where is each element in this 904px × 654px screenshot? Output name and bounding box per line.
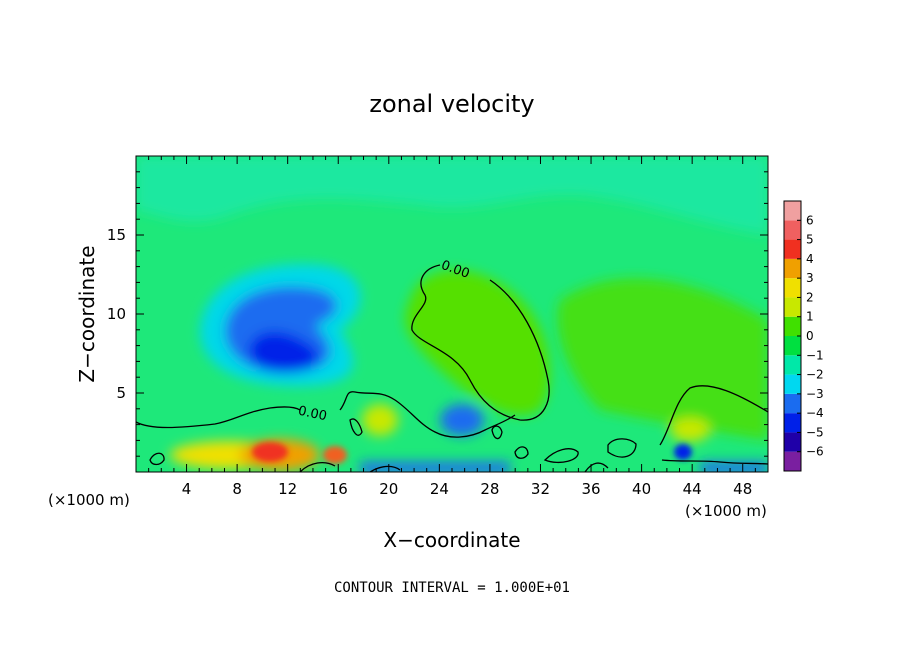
colorbar-swatch (784, 316, 801, 336)
field-bottom-blue-band (360, 462, 510, 472)
x-tick-label: 36 (581, 480, 600, 498)
colorbar-label: −5 (806, 425, 824, 439)
colorbar-swatch (784, 278, 801, 298)
x-unit-right: (×1000 m) (685, 502, 767, 520)
contour-blob-2 (491, 425, 503, 440)
field-bottom-right-blue (700, 462, 768, 472)
field-dark-blue-core (249, 331, 319, 373)
colorbar-label: 3 (806, 271, 814, 285)
contour-blob-6 (149, 452, 165, 466)
colorbar: 6 5 4 3 2 1 0 −1 −2 −3 −4 −5 −6 (783, 200, 824, 472)
colorbar-swatch (784, 336, 801, 356)
x-tick-label: 12 (278, 480, 297, 498)
x-tick-label: 40 (632, 480, 651, 498)
colorbar-swatch (784, 201, 801, 221)
colorbar-swatch (784, 374, 801, 394)
y-axis-label: Z−coordinate (75, 245, 99, 382)
x-tick-label: 28 (480, 480, 499, 498)
colorbar-label: 6 (806, 213, 814, 227)
contour-lower-main (136, 391, 516, 438)
x-axis-ticks: 4 8 12 16 20 24 28 32 36 40 44 48 (148, 156, 756, 498)
colorbar-swatch (784, 451, 801, 471)
colorbar-swatch (784, 413, 801, 433)
colorbar-swatch (784, 239, 801, 259)
x-tick-label: 44 (683, 480, 702, 498)
contour-blob-3 (543, 448, 579, 464)
colorbar-label: −4 (806, 406, 824, 420)
colorbar-label: 1 (806, 310, 814, 324)
colorbar-label: −2 (806, 368, 824, 382)
field-right-green (557, 278, 768, 440)
colorbar-swatch (784, 220, 801, 240)
plot-area: 0.00 0.00 (136, 156, 768, 472)
x-unit-left: (×1000 m) (48, 491, 130, 509)
colorbar-swatch (784, 355, 801, 375)
field-upper-teal (136, 156, 768, 235)
x-tick-label: 32 (531, 480, 550, 498)
colorbar-label: 0 (806, 329, 814, 343)
contour-label-bottom: 0.00 (297, 404, 328, 425)
colorbar-swatch (784, 297, 801, 317)
colorbar-swatch (784, 258, 801, 279)
colorbar-swatch (784, 432, 801, 452)
y-tick-label: 15 (107, 226, 126, 244)
field-yellow-right-low (670, 418, 710, 442)
field-green-region (405, 270, 550, 416)
y-axis-ticks: 5 10 15 (107, 171, 768, 457)
field-blue-right-low (674, 444, 692, 460)
chart-title: zonal velocity (369, 90, 534, 118)
colorbar-label: 2 (806, 290, 814, 304)
x-tick-label: 20 (379, 480, 398, 498)
x-axis-label: X−coordinate (383, 528, 520, 552)
contour-bottom-wiggle (299, 461, 609, 472)
x-tick-label: 16 (329, 480, 348, 498)
colorbar-label: −1 (806, 348, 824, 362)
field-red-low-2 (323, 446, 347, 464)
x-tick-label: 4 (182, 480, 192, 498)
colorbar-label: −6 (806, 445, 824, 459)
y-tick-label: 10 (107, 305, 126, 323)
contour-top (411, 264, 550, 421)
contour-blob-1 (349, 418, 363, 436)
x-tick-label: 48 (733, 480, 752, 498)
footer-contour-interval: CONTOUR INTERVAL = 1.000E+01 (334, 580, 570, 596)
x-tick-label: 8 (232, 480, 242, 498)
colorbar-label: −3 (806, 387, 824, 401)
zero-contours (136, 264, 768, 472)
contour-blob-5 (514, 446, 529, 459)
field-blue-blob-mid (440, 404, 484, 436)
field-yellow-mid-low (362, 404, 398, 436)
field-red-low (252, 442, 288, 462)
y-tick-label: 5 (116, 384, 126, 402)
contour-blob-4 (607, 438, 637, 458)
colorbar-label: 5 (806, 233, 814, 247)
contour-right-hump (659, 385, 768, 446)
colorbar-swatch (784, 393, 801, 414)
colorbar-label: 4 (806, 252, 814, 266)
x-tick-label: 24 (430, 480, 449, 498)
contour-right-low (661, 459, 768, 465)
